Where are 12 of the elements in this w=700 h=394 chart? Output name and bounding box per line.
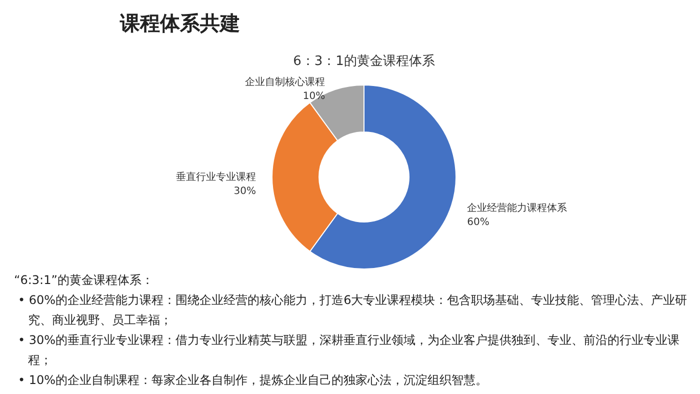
- chart-title: 课程体系共建: [120, 10, 240, 37]
- chart-subtitle: 6：3：1的黄金课程体系: [293, 54, 435, 69]
- slice-label: 企业自制核心课程: [245, 76, 326, 88]
- data-label: 60%: [467, 216, 490, 228]
- data-label: 10%: [302, 90, 326, 102]
- text: • 30%的垂直行业专业课程：借力专业行业精英与联盟，深耕垂直行业领域，为企业客户提供独到、专业、前沿的行业专业课程；: [17, 332, 681, 369]
- text: • 60%的企业经营能力课程：围绕企业经营的核心能力，打造6大专业课程模块：包含职场基础、专业技能、管理心法、产业研究、商业视野、员工幸福；: [17, 292, 688, 329]
- text: “6:3:1”的黄金课程体系：: [14, 272, 154, 289]
- text: • 10%的企业自制课程：每家企业各自制作，提炼企业自己的独家心法，沉淀组织智慧。: [17, 372, 489, 389]
- slice-label: 企业经营能力课程体系: [467, 202, 568, 214]
- slice-label: 垂直行业专业课程: [176, 171, 256, 183]
- data-label: 30%: [234, 186, 256, 197]
